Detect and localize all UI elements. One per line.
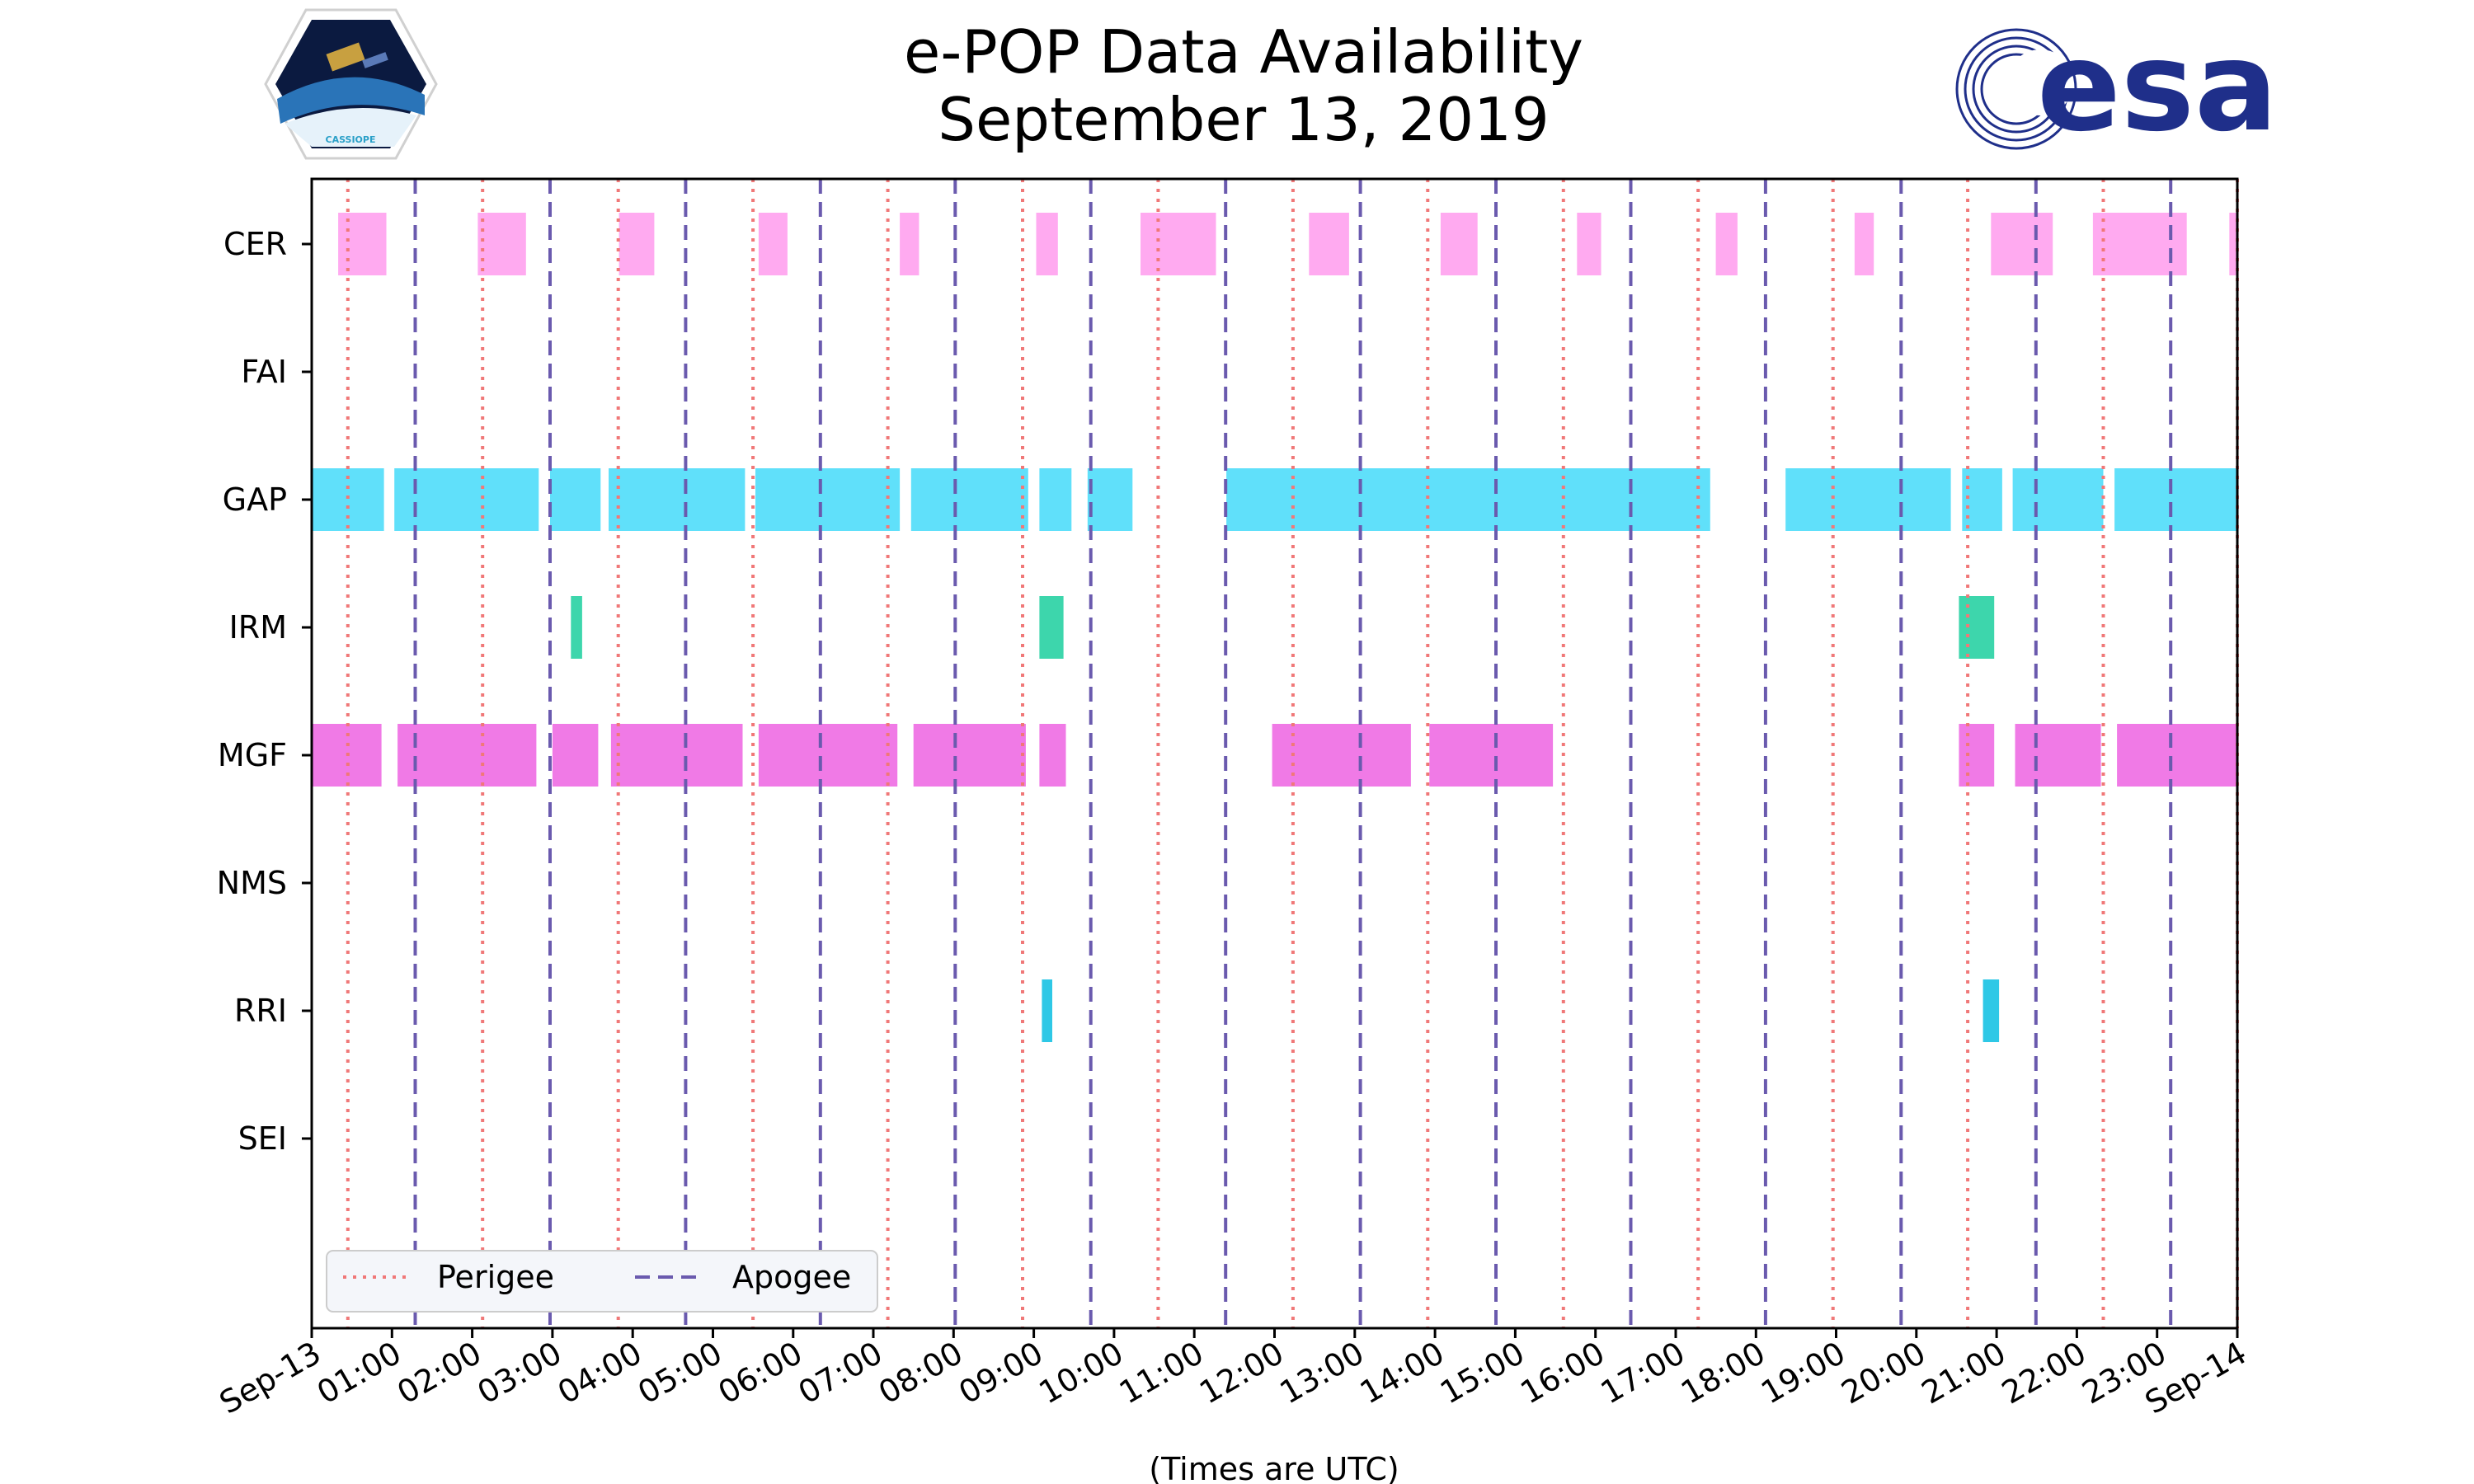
y-tick-label-fai: FAI [241, 354, 287, 390]
bar-irm-1 [1039, 596, 1064, 659]
bar-gap-8 [1226, 468, 1710, 531]
bar-cer-3 [758, 213, 788, 275]
y-tick-label-rri: RRI [234, 993, 287, 1029]
bar-gap-7 [1087, 468, 1133, 531]
x-tick-label-15: 15:00 [1434, 1335, 1531, 1411]
bar-gap-5 [910, 468, 1028, 531]
esa-logo-text: esa [2037, 16, 2278, 159]
bar-mgf-1 [397, 724, 537, 787]
bar-irm-2 [1959, 596, 1995, 659]
bar-rri-0 [1042, 979, 1052, 1042]
y-tick-label-sei: SEI [238, 1120, 287, 1157]
x-tick-label-6: 06:00 [712, 1335, 808, 1411]
x-tick-label-10: 10:00 [1033, 1335, 1130, 1411]
x-tick-label-1: 01:00 [311, 1335, 407, 1411]
y-tick-label-mgf: MGF [218, 737, 287, 773]
cassiope-logo-caption: CASSIOPE [326, 134, 376, 145]
bar-mgf-3 [610, 724, 743, 787]
bar-cer-13 [2092, 213, 2187, 275]
bar-cer-5 [1036, 213, 1058, 275]
bar-cer-9 [1577, 213, 1602, 275]
bar-mgf-7 [1272, 724, 1411, 787]
x-tick-label-7: 07:00 [793, 1335, 889, 1411]
bar-cer-11 [1854, 213, 1874, 275]
bar-gap-1 [394, 468, 539, 531]
bar-mgf-10 [2015, 724, 2101, 787]
legend-apogee-label: Apogee [732, 1259, 851, 1295]
bar-mgf-11 [2117, 724, 2237, 787]
bar-gap-4 [755, 468, 901, 531]
bar-cer-14 [2229, 213, 2237, 275]
bars-layer [312, 213, 2237, 1042]
esa-logo: esa [1955, 16, 2278, 159]
x-tick-label-4: 04:00 [552, 1335, 648, 1411]
bar-irm-0 [571, 596, 582, 659]
x-tick-label-21: 21:00 [1916, 1335, 2012, 1411]
x-tick-label-9: 09:00 [952, 1335, 1049, 1411]
bar-mgf-8 [1429, 724, 1554, 787]
x-tick-label-12: 12:00 [1193, 1335, 1290, 1411]
x-tick-label-20: 20:00 [1835, 1335, 1931, 1411]
bar-mgf-2 [552, 724, 599, 787]
bar-gap-9 [1785, 468, 1951, 531]
x-tick-label-8: 08:00 [872, 1335, 969, 1411]
x-tick-label-13: 13:00 [1273, 1335, 1370, 1411]
bar-cer-12 [1991, 213, 2053, 275]
x-axis: Sep-1301:0002:0003:0004:0005:0006:0007:0… [214, 1328, 2253, 1421]
bar-cer-6 [1141, 213, 1216, 275]
bar-cer-4 [900, 213, 920, 275]
x-tick-label-2: 02:00 [391, 1335, 487, 1411]
y-tick-label-irm: IRM [229, 609, 287, 646]
bar-cer-2 [618, 213, 655, 275]
bar-rri-1 [1982, 979, 2000, 1042]
chart-title-line-1: e-POP Data Availability [904, 17, 1583, 87]
bar-cer-0 [338, 213, 387, 275]
y-tick-label-gap: GAP [223, 481, 287, 518]
bar-mgf-4 [758, 724, 898, 787]
x-tick-label-18: 18:00 [1675, 1335, 1771, 1411]
x-tick-label-0: Sep-13 [214, 1335, 327, 1421]
bar-gap-11 [2012, 468, 2104, 531]
x-tick-label-5: 05:00 [632, 1335, 728, 1411]
x-tick-label-3: 03:00 [472, 1335, 568, 1411]
legend-box [326, 1250, 878, 1313]
bar-gap-2 [550, 468, 601, 531]
bar-cer-7 [1309, 213, 1349, 275]
cassiope-logo: CASSIOPE [264, 8, 438, 160]
bar-gap-6 [1039, 468, 1072, 531]
bar-mgf-5 [913, 724, 1026, 787]
x-tick-label-11: 11:00 [1113, 1335, 1210, 1411]
x-tick-label-17: 17:00 [1595, 1335, 1691, 1411]
legend-perigee-label: Perigee [437, 1259, 554, 1295]
x-tick-label-19: 19:00 [1755, 1335, 1851, 1411]
x-tick-label-22: 22:00 [1996, 1335, 2092, 1411]
x-tick-label-14: 14:00 [1354, 1335, 1451, 1411]
y-tick-label-nms: NMS [217, 865, 287, 901]
y-axis: CER FAI GAP IRM MGF NMS RRI SEI [217, 226, 312, 1157]
bar-gap-3 [609, 468, 745, 531]
y-tick-label-cer: CER [223, 226, 287, 262]
bar-cer-8 [1440, 213, 1478, 275]
bar-cer-10 [1715, 213, 1738, 275]
bar-gap-12 [2114, 468, 2237, 531]
legend: Perigee Apogee [326, 1250, 878, 1313]
bar-mgf-9 [1959, 724, 1995, 787]
chart-title-line-2: September 13, 2019 [938, 85, 1549, 154]
x-axis-label: (Times are UTC) [1149, 1451, 1399, 1484]
x-tick-label-16: 16:00 [1514, 1335, 1611, 1411]
bar-cer-1 [477, 213, 526, 275]
bar-mgf-6 [1039, 724, 1066, 787]
